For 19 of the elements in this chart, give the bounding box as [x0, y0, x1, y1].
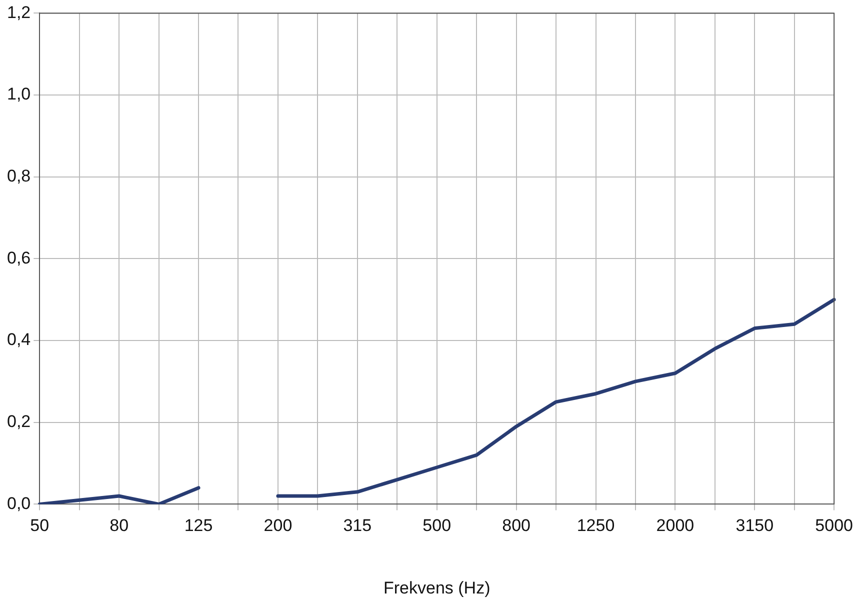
x-tick-label: 1250 [576, 516, 615, 536]
y-tick-label: 0,2 [6, 412, 31, 432]
y-tick-label: 1,0 [6, 84, 31, 104]
x-tick-label: 3150 [736, 516, 774, 536]
x-tick-label: 800 [502, 516, 530, 536]
x-tick-label: 5000 [815, 516, 854, 536]
x-axis-title: Frekvens (Hz) [383, 578, 490, 598]
y-tick-label: 0,6 [6, 248, 31, 268]
y-tick-label: 0,8 [6, 166, 31, 186]
x-tick-label: 50 [30, 516, 50, 536]
x-tick-label: 125 [184, 516, 213, 536]
x-tick-label: 200 [264, 516, 292, 536]
x-tick-label: 500 [422, 516, 452, 536]
y-tick-label: 1,2 [6, 2, 31, 22]
y-tick-label: 0,4 [6, 330, 31, 350]
x-tick-label: 2000 [656, 516, 694, 536]
y-tick-label: 0,0 [6, 494, 31, 513]
x-tick-label: 315 [343, 516, 372, 536]
x-tick-label: 80 [110, 516, 129, 536]
